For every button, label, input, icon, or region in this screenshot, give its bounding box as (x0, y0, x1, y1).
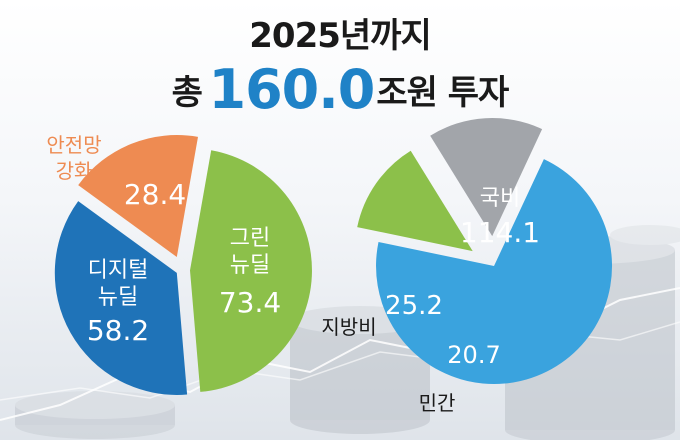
label-private: 민간 (419, 391, 456, 415)
label-safety-line2: 강화 (56, 159, 93, 183)
pie-slice-local (430, 118, 543, 237)
chart-title-line1: 2025년까지 (249, 16, 431, 56)
label-green-line2: 뉴딜 (230, 253, 270, 278)
pie-slice-digital-new-deal (54, 201, 188, 395)
label-national: 국비 (480, 186, 520, 211)
label-digital-line1: 디지털 (88, 258, 149, 283)
value-private: 20.7 (447, 341, 500, 369)
title-total-number: 160.0 (208, 58, 376, 121)
value-local: 25.2 (385, 291, 443, 321)
pie-slice-national (376, 159, 613, 385)
pie-slice-safety-net (78, 135, 198, 257)
pie-slice-private (357, 150, 473, 252)
label-green-line1: 그린 (230, 226, 270, 251)
label-local: 지방비 (321, 315, 376, 339)
pie-left: 그린 뉴딜 73.4 디지털 뉴딜 58.2 28.4 안전망 강화 (46, 133, 312, 395)
value-safety: 28.4 (124, 178, 186, 211)
pie-slice-green-new-deal (190, 150, 312, 392)
pie-right: 국비 114.1 25.2 지방비 20.7 민간 (321, 118, 613, 415)
label-digital-line2: 뉴딜 (98, 285, 138, 310)
label-safety-line1: 안전망 (46, 133, 101, 157)
value-green: 73.4 (219, 286, 281, 319)
value-digital: 58.2 (87, 314, 149, 347)
title-suffix: 조원 투자 (376, 73, 509, 113)
chart-title-line2: 총 160.0조원 투자 (0, 58, 680, 121)
value-national: 114.1 (460, 216, 540, 249)
title-prefix: 총 (171, 73, 203, 113)
